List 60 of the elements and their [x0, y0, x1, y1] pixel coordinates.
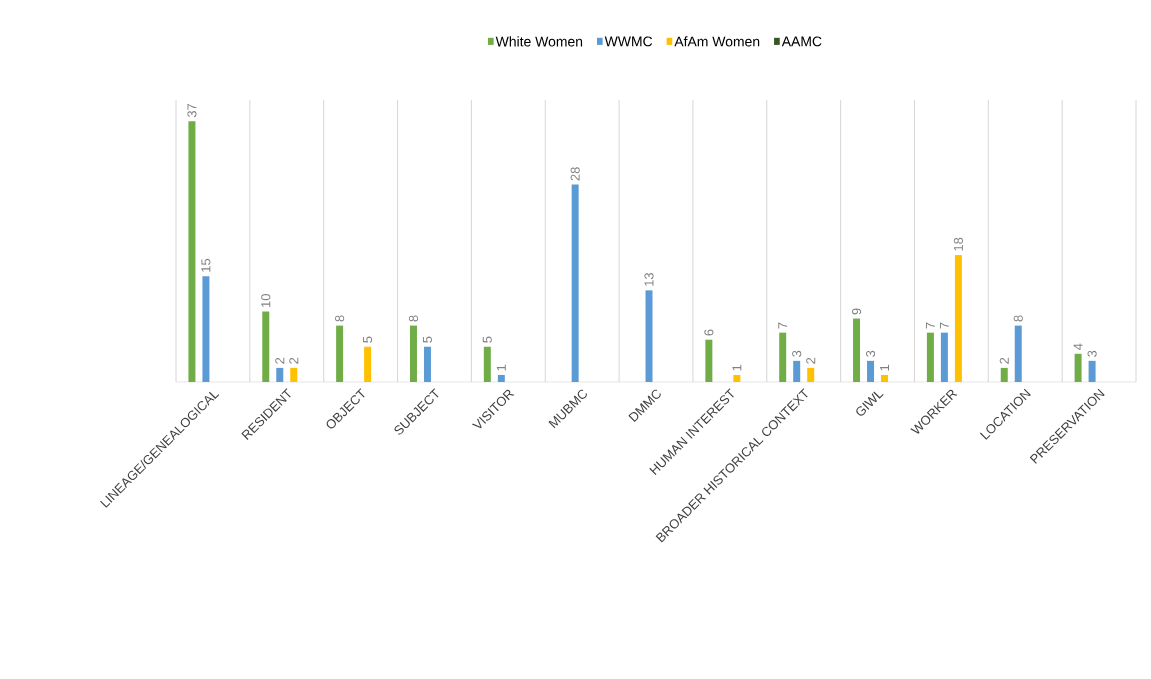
- bar: [483, 346, 491, 382]
- data-label: 1: [496, 364, 506, 371]
- data-label: 7: [778, 322, 788, 329]
- data-label: 2: [806, 357, 816, 364]
- data-label: 5: [422, 336, 432, 343]
- bar: [423, 346, 431, 382]
- bar: [276, 367, 284, 382]
- bar: [867, 360, 875, 382]
- data-label: 5: [363, 336, 373, 343]
- data-label: 3: [1087, 350, 1097, 357]
- data-label: 10: [261, 294, 271, 307]
- bar: [336, 325, 344, 382]
- data-label: 8: [335, 315, 345, 322]
- bar: [881, 374, 889, 382]
- bar: [1000, 367, 1008, 382]
- legend-label: AAMC: [781, 36, 822, 47]
- data-label: 4: [1073, 343, 1083, 350]
- legend-label: White Women: [495, 36, 583, 47]
- bar: [409, 325, 417, 382]
- data-label: 3: [865, 350, 876, 357]
- bar: [954, 255, 962, 382]
- data-label: 15: [201, 258, 211, 272]
- data-label: 1: [732, 364, 742, 371]
- bar: [290, 367, 298, 382]
- data-label: 2: [999, 357, 1009, 364]
- bar: [853, 318, 861, 382]
- data-label: 7: [925, 322, 935, 329]
- bar: [705, 339, 713, 382]
- data-label: 9: [851, 308, 862, 315]
- bar: [1014, 325, 1022, 382]
- bar: [645, 290, 653, 382]
- data-label: 1: [880, 364, 889, 371]
- bar: [1074, 353, 1082, 382]
- data-label: 18: [953, 237, 963, 251]
- data-label: 37: [187, 103, 197, 118]
- bar: [926, 332, 934, 382]
- bar: [571, 184, 579, 382]
- bar: [202, 276, 210, 382]
- data-label: 28: [570, 167, 580, 181]
- bar: [497, 374, 505, 382]
- data-label: 2: [289, 357, 299, 364]
- data-label: 3: [792, 350, 802, 357]
- bar: [188, 121, 196, 382]
- bar: [779, 332, 787, 382]
- data-label: 6: [704, 329, 714, 336]
- legend-label: WWMC: [604, 36, 653, 47]
- data-label: 5: [482, 336, 492, 343]
- data-label: 2: [275, 357, 285, 364]
- bar: [262, 311, 270, 382]
- bar: [940, 332, 948, 382]
- data-label: 8: [1013, 315, 1023, 322]
- bar: [733, 374, 741, 382]
- data-label: 13: [644, 272, 654, 286]
- bar: [807, 367, 815, 382]
- bar: [364, 346, 372, 382]
- bar: [793, 360, 801, 382]
- data-label: 8: [408, 315, 419, 322]
- bar: [1088, 360, 1096, 382]
- data-label: 7: [939, 322, 949, 329]
- legend-label: AfAm Women: [674, 36, 760, 47]
